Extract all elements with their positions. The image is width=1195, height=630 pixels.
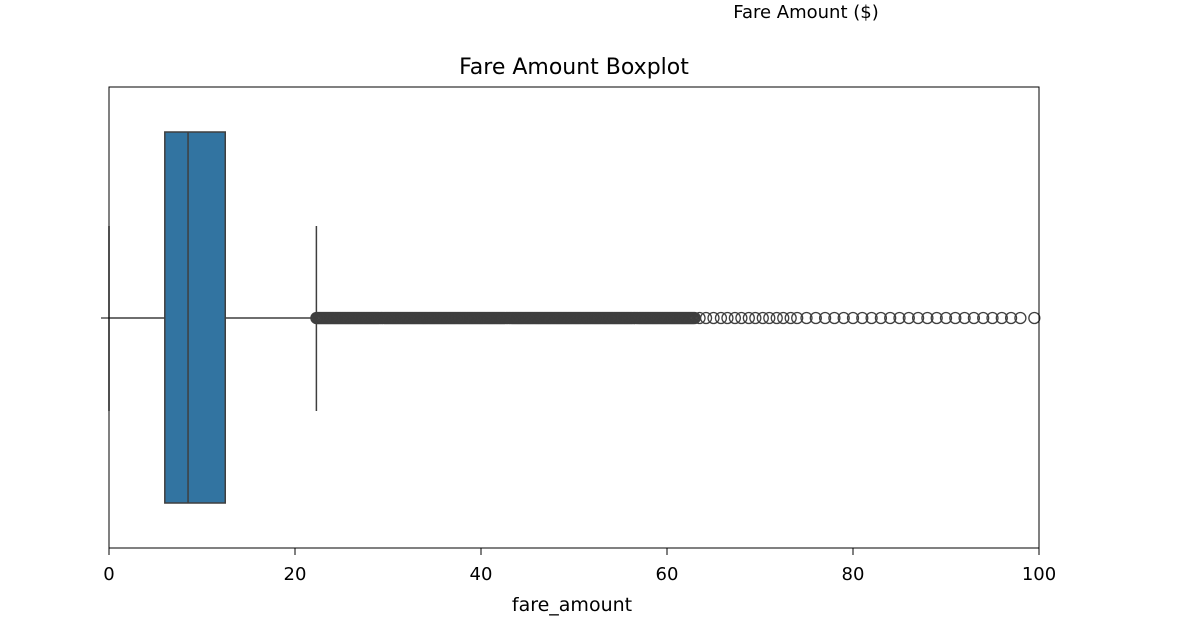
outlier-point [1014, 311, 1027, 325]
outlier-point [699, 311, 713, 325]
figure-suptitle: Fare Amount ($) [733, 2, 879, 23]
outlier-point [707, 311, 720, 325]
outlier-point [763, 311, 776, 325]
x-axis-label: fare_amount [512, 594, 632, 616]
outlier-point [818, 311, 832, 325]
x-tick-label: 80 [842, 564, 865, 585]
x-tick-label: 20 [284, 564, 307, 585]
box-iqr [164, 131, 227, 504]
outlier-point [939, 311, 953, 325]
outlier-point [911, 311, 925, 325]
outlier-point [865, 311, 878, 325]
x-tick-label: 40 [470, 564, 493, 585]
outlier-point [735, 311, 748, 325]
outlier-point [977, 311, 990, 325]
outlier-point [921, 311, 934, 325]
outlier-point [902, 311, 915, 325]
x-tick-label: 0 [103, 564, 114, 585]
outlier-point [714, 311, 728, 325]
boxplot [108, 131, 318, 504]
outlier-point [846, 311, 860, 325]
plot-area [108, 86, 1041, 549]
outlier-point [967, 311, 981, 325]
x-tick-label: 100 [1022, 564, 1056, 585]
outlier-points [310, 311, 1041, 325]
outlier-point [949, 311, 962, 325]
outlier-point [958, 311, 971, 325]
x-axis: 0 20 40 60 80 100 [103, 548, 1056, 585]
outlier-point [756, 311, 769, 325]
chart-title: Fare Amount Boxplot [459, 55, 689, 80]
outlier-point [770, 311, 783, 325]
outlier-point [986, 311, 999, 325]
outlier-point [995, 311, 1008, 325]
outlier-point [742, 311, 755, 325]
x-tick-label: 60 [656, 564, 679, 585]
outlier-point [837, 311, 850, 325]
outlier-point [791, 311, 804, 325]
outlier-point [721, 311, 734, 325]
outlier-point [749, 311, 762, 325]
outlier-point [1004, 311, 1018, 325]
outlier-point [809, 311, 822, 325]
outlier-point [930, 311, 943, 325]
outlier-point [856, 311, 869, 325]
outlier-point [693, 311, 706, 325]
outlier-point [800, 311, 813, 325]
outlier-point [1028, 311, 1041, 325]
outlier-point [728, 311, 742, 325]
outlier-point [884, 311, 897, 325]
outlier-point [828, 311, 841, 325]
outlier-point [893, 311, 906, 325]
outlier-point [874, 311, 888, 325]
outlier-point [777, 311, 790, 325]
outlier-point [784, 311, 797, 325]
